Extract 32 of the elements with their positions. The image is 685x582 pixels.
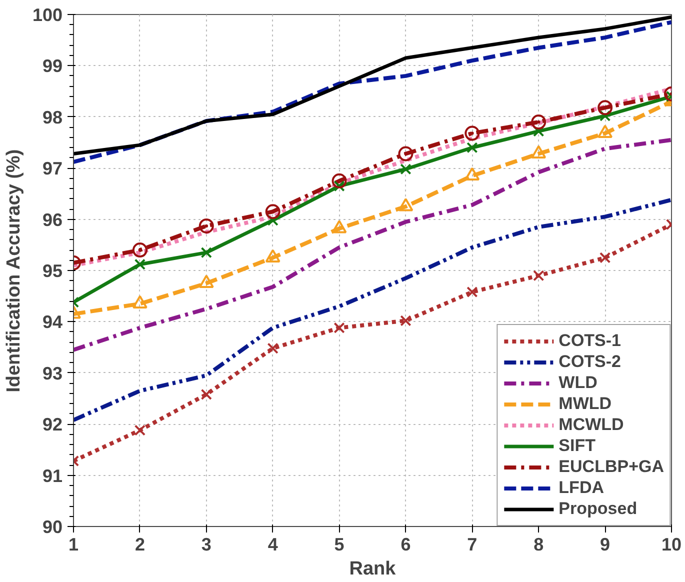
x-tick-label: 6	[400, 534, 411, 554]
x-tick-label: 3	[201, 534, 212, 554]
y-tick-label: 90	[42, 517, 63, 537]
x-tick-label: 4	[268, 534, 278, 554]
legend-label: SIFT	[558, 436, 596, 456]
x-tick-label: 7	[467, 534, 478, 554]
y-tick-label: 99	[42, 56, 63, 76]
x-tick-label: 8	[534, 534, 544, 554]
legend-label: Proposed	[558, 499, 638, 519]
x-tick-label: 1	[68, 534, 79, 554]
x-tick-label: 2	[134, 534, 145, 554]
x-axis-title: Rank	[349, 558, 396, 580]
y-tick-label: 91	[42, 466, 63, 486]
y-tick-label: 94	[42, 312, 63, 332]
legend-label: COTS-2	[558, 352, 622, 372]
y-tick-label: 92	[42, 414, 63, 435]
y-tick-label: 100	[32, 5, 63, 25]
y-tick-label: 93	[42, 363, 63, 384]
y-tick-label: 96	[42, 210, 63, 230]
legend-label: WLD	[558, 373, 598, 393]
x-tick-label: 9	[600, 534, 610, 554]
legend-label: COTS-1	[558, 331, 622, 351]
legend-label: EUCLBP+GA	[558, 457, 664, 477]
x-tick-label: 5	[334, 534, 344, 554]
y-tick-label: 98	[42, 107, 63, 128]
legend-label: MWLD	[558, 394, 612, 414]
legend-label: LFDA	[558, 478, 604, 498]
x-tick-label: 10	[661, 534, 682, 554]
y-tick-label: 97	[42, 158, 63, 179]
legend-label: MCWLD	[558, 415, 624, 435]
y-axis-title: Identification Accuracy (%)	[3, 149, 24, 392]
y-tick-label: 95	[42, 261, 63, 281]
